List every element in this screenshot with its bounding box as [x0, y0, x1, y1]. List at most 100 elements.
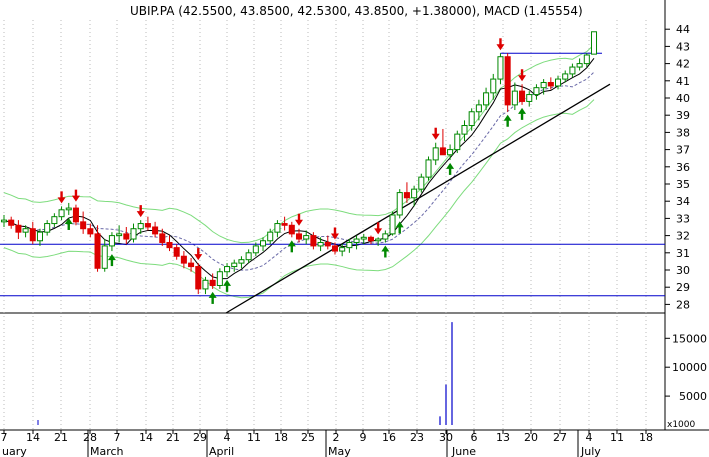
- candle-body: [569, 66, 576, 75]
- month-label: June: [451, 445, 476, 457]
- candle-body: [288, 224, 295, 235]
- candle-body: [295, 233, 303, 240]
- candle-body: [555, 78, 562, 87]
- candle-body: [439, 147, 446, 156]
- month-label: July: [580, 445, 601, 457]
- candle-body: [188, 262, 195, 268]
- candle-body: [101, 245, 108, 269]
- candle-body: [224, 266, 231, 273]
- candle-body: [504, 56, 511, 106]
- candle-body: [331, 245, 338, 252]
- y-tick-label: 30: [676, 264, 690, 277]
- x-tick-label: 4: [586, 431, 593, 444]
- arrow-head: [223, 279, 232, 286]
- x-tick-label: 14: [139, 431, 153, 444]
- candle-body: [94, 233, 101, 269]
- arrow-head: [330, 233, 339, 240]
- month-label: April: [209, 445, 234, 457]
- buy-arrow: [64, 217, 73, 230]
- y-tick-label: 38: [676, 126, 690, 139]
- candle-body: [447, 149, 454, 156]
- lower-band: [3, 99, 595, 299]
- candle-body: [511, 90, 518, 106]
- arrow-head: [518, 75, 527, 82]
- y-tick-label: 44: [676, 23, 690, 36]
- buy-arrow: [395, 221, 404, 234]
- candle-body: [209, 279, 216, 286]
- sell-arrow: [71, 189, 80, 202]
- candle-body: [80, 221, 87, 230]
- month-label: March: [90, 445, 124, 457]
- candle-body: [180, 255, 187, 264]
- y-tick-label: 42: [676, 58, 690, 71]
- candle-body: [425, 159, 432, 178]
- y-tick-label: 29: [676, 281, 690, 294]
- y-tick-label: 41: [676, 75, 690, 88]
- candle-body: [159, 233, 166, 243]
- candle-body: [547, 82, 554, 87]
- arrow-head: [136, 211, 145, 218]
- arrow-head: [374, 228, 383, 235]
- arrow-head: [57, 197, 66, 204]
- y-tick-label: 37: [676, 144, 690, 157]
- y-tick-label: 33: [676, 212, 690, 225]
- x-tick-label: 14: [26, 431, 40, 444]
- candle-body: [51, 216, 58, 225]
- buy-arrow: [107, 254, 116, 267]
- x-tick-label: 27: [553, 431, 567, 444]
- arrow-head: [208, 291, 217, 298]
- candle-body: [382, 233, 389, 240]
- candle-body: [274, 223, 281, 233]
- candle-body: [583, 54, 590, 65]
- sell-arrow: [496, 38, 505, 51]
- candle-body: [173, 247, 180, 257]
- arrow-head: [446, 162, 455, 169]
- y-tick-label: 40: [676, 92, 690, 105]
- arrow-head: [381, 245, 390, 252]
- candle-body: [519, 90, 526, 102]
- y-tick-label: 28: [676, 298, 690, 311]
- arrow-head: [431, 133, 440, 140]
- signal-arrows: [57, 38, 527, 304]
- y-tick-label: 35: [676, 178, 690, 191]
- x-tick-label: 29: [193, 431, 207, 444]
- candle-body: [29, 228, 36, 242]
- candle-body: [497, 56, 504, 80]
- candle-body: [267, 231, 274, 242]
- candle-body: [590, 31, 598, 55]
- candle-body: [576, 63, 583, 68]
- arrow-head: [71, 195, 80, 202]
- arrow-head: [287, 240, 296, 247]
- candle-body: [526, 94, 533, 102]
- arrow-head: [503, 114, 512, 121]
- candle-body: [116, 233, 123, 237]
- candle-body: [0, 219, 8, 223]
- x-tick-label: 4: [224, 431, 231, 444]
- candle-body: [15, 224, 22, 233]
- arrow-head: [64, 217, 73, 224]
- candle-body: [461, 125, 468, 135]
- candle-body: [454, 133, 461, 151]
- candle-body: [130, 228, 137, 240]
- x-tick-label: 9: [360, 431, 367, 444]
- x-tick-label: 2: [333, 431, 340, 444]
- candle-body: [87, 228, 94, 235]
- y-tick-label: 39: [676, 109, 690, 122]
- candle-body: [281, 223, 288, 226]
- candle-body: [475, 104, 482, 113]
- candle-body: [123, 233, 130, 240]
- buy-arrow: [503, 114, 512, 127]
- sell-arrow: [431, 127, 440, 140]
- x-tick-label: 18: [639, 431, 653, 444]
- y-tick-label: 31: [676, 247, 690, 260]
- x-tick-label: 23: [410, 431, 424, 444]
- sell-arrow: [518, 69, 527, 82]
- candle-body: [252, 245, 259, 254]
- candle-body: [310, 235, 317, 247]
- trend-line: [225, 83, 611, 314]
- candle-body: [260, 240, 267, 247]
- candlestick-series: [0, 31, 598, 295]
- buy-arrow: [518, 107, 527, 120]
- volume-panel: 5000 10000 15000 x1000: [37, 322, 707, 430]
- candle-body: [339, 247, 346, 252]
